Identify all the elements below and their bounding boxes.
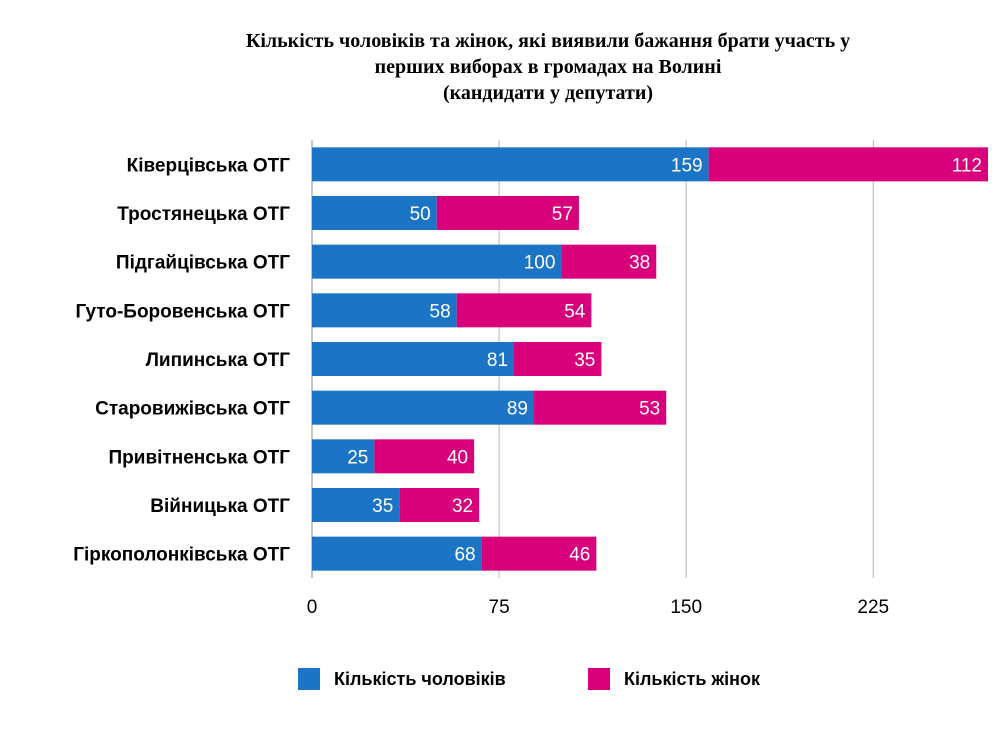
data-label-women-1: 57 xyxy=(552,204,573,225)
legend-swatch-men xyxy=(298,668,320,690)
bar-men-6 xyxy=(312,439,375,474)
bar-women-8 xyxy=(481,536,597,571)
x-tick-label-3: 225 xyxy=(857,597,889,618)
data-label-men-3: 58 xyxy=(430,301,451,322)
category-label-2: Підгайцівська ОТГ xyxy=(116,253,290,274)
data-label-men-6: 25 xyxy=(347,447,368,468)
category-label-0: Ківерцівська ОТГ xyxy=(127,155,291,176)
bar-women-5 xyxy=(534,390,667,425)
legend-swatch-women xyxy=(588,668,610,690)
bar-men-0 xyxy=(312,147,709,182)
chart-title: Кількість чоловіків та жінок, які виявил… xyxy=(0,28,1000,106)
bar-men-2 xyxy=(312,244,562,279)
category-label-4: Липинська ОТГ xyxy=(146,350,291,371)
data-label-women-5: 53 xyxy=(639,399,660,420)
chart-title-line-3: (кандидати у депутати) xyxy=(442,82,654,104)
data-label-women-8: 46 xyxy=(569,545,590,566)
chart-title-line-2: перших виборах в громадах на Волині xyxy=(374,56,722,78)
data-label-women-4: 35 xyxy=(574,350,595,371)
category-label-6: Привітненська ОТГ xyxy=(109,447,291,468)
legend-item-men: Кількість чоловіків xyxy=(298,668,506,690)
bar-women-3 xyxy=(456,293,592,328)
bar-men-8 xyxy=(312,536,482,571)
bar-women-7 xyxy=(399,488,480,522)
category-label-1: Тростянецька ОТГ xyxy=(117,204,290,225)
data-label-men-1: 50 xyxy=(410,204,431,225)
data-label-women-3: 54 xyxy=(564,301,586,322)
bar-women-0 xyxy=(708,147,988,182)
legend-label-women: Кількість жінок xyxy=(624,668,761,689)
data-label-women-0: 112 xyxy=(952,155,982,176)
category-label-3: Гуто-Боровенська ОТГ xyxy=(75,301,290,322)
category-label-8: Гіркополонківська ОТГ xyxy=(73,545,290,566)
chart-title-line-1: Кількість чоловіків та жінок, які виявил… xyxy=(245,30,851,52)
legend: Кількість чоловіків Кількість жінок xyxy=(0,668,1000,698)
bar-men-7 xyxy=(312,488,400,522)
bar-men-3 xyxy=(312,293,457,328)
category-label-5: Старовижівська ОТГ xyxy=(95,399,290,420)
x-tick-label-1: 75 xyxy=(489,597,510,618)
x-tick-label-2: 150 xyxy=(670,597,702,618)
data-label-men-0: 159 xyxy=(671,155,703,176)
data-label-women-6: 40 xyxy=(447,447,468,468)
legend-label-men: Кількість чоловіків xyxy=(334,668,506,689)
bar-women-1 xyxy=(436,196,579,230)
data-label-men-5: 89 xyxy=(507,399,528,420)
x-tick-label-0: 0 xyxy=(307,597,318,618)
data-label-men-4: 81 xyxy=(487,350,508,371)
data-label-men-7: 35 xyxy=(372,496,393,517)
data-label-men-2: 100 xyxy=(524,253,556,274)
bar-women-4 xyxy=(514,342,602,376)
bar-men-1 xyxy=(312,196,437,230)
bar-women-2 xyxy=(561,244,657,279)
legend-item-women: Кількість жінок xyxy=(588,668,760,690)
bar-women-6 xyxy=(374,439,475,474)
data-label-women-2: 38 xyxy=(629,253,650,274)
category-label-7: Війницька ОТГ xyxy=(150,496,290,517)
bar-men-4 xyxy=(312,342,515,376)
data-label-women-7: 32 xyxy=(452,496,473,517)
bar-men-5 xyxy=(312,390,535,425)
stacked-bar-chart: 0 75 150 225 Ківерцівська ОТГ 159 112 Тростянец… xyxy=(73,140,988,618)
data-label-men-8: 68 xyxy=(454,545,475,566)
